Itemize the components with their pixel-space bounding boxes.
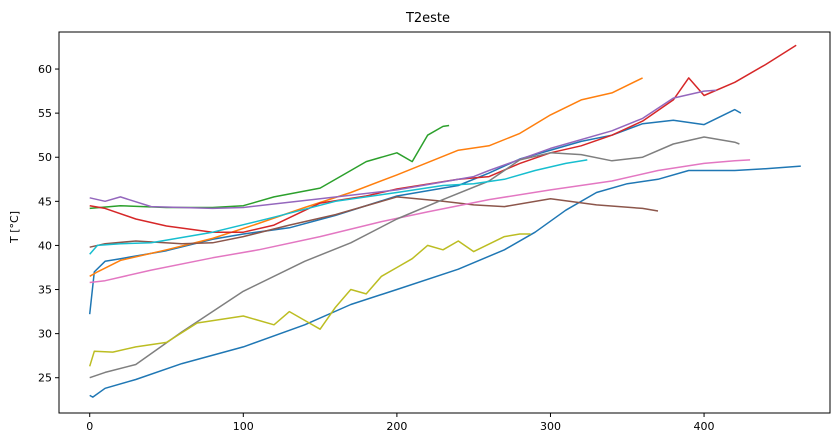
y-tick-label: 45 [38, 195, 52, 208]
y-tick-label: 25 [38, 372, 52, 385]
series-line-3 [89, 77, 643, 277]
y-tick-label: 40 [38, 239, 52, 252]
y-axis-ticks: 25 30 35 40 45 50 55 60 [38, 63, 59, 385]
y-axis-label: T [°C] [8, 211, 21, 244]
y-tick-label: 30 [38, 328, 52, 341]
series-line-5 [89, 44, 797, 233]
plot-frame [58, 31, 831, 414]
series-line-2 [89, 165, 801, 398]
series-line-7 [89, 196, 659, 248]
y-tick-label: 35 [38, 284, 52, 297]
series-line-10 [88, 233, 531, 367]
series-line-6 [89, 89, 717, 210]
y-tick-label: 50 [38, 151, 52, 164]
x-axis-ticks: 0 100 200 300 400 [86, 413, 715, 433]
series-line-8 [89, 159, 751, 284]
y-tick-label: 60 [38, 63, 52, 76]
x-tick-label: 100 [233, 420, 254, 433]
series-line-11 [89, 159, 588, 255]
x-tick-label: 0 [86, 420, 93, 433]
chart-title: T2este [405, 11, 450, 26]
x-tick-label: 300 [540, 420, 561, 433]
y-tick-label: 55 [38, 107, 52, 120]
series-line-1 [88, 108, 742, 315]
x-tick-label: 400 [694, 420, 715, 433]
x-tick-label: 200 [386, 420, 407, 433]
plot-lines [88, 44, 801, 398]
